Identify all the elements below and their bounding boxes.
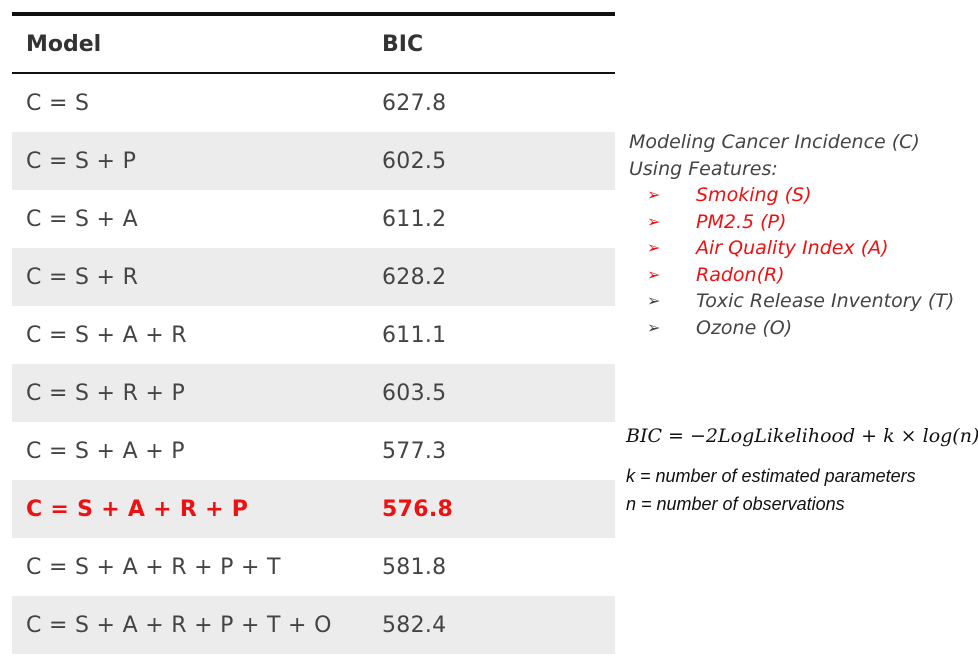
feature-item: ➢ Radon(R) [629, 262, 974, 289]
arrow-bullet-icon: ➢ [647, 185, 661, 204]
cell-bic: 602.5 [382, 148, 447, 174]
table-top-rule [12, 12, 615, 16]
table-row: C = S + R + P 603.5 [12, 364, 615, 422]
feature-label: Smoking (S) [696, 184, 812, 206]
k-definition: k = number of estimated parameters [626, 466, 916, 486]
arrow-bullet-icon: ➢ [647, 211, 661, 231]
cell-model: C = S + A + R [26, 322, 187, 348]
cell-model: C = S + A [26, 206, 138, 232]
table-row: C = S + P 602.5 [12, 132, 615, 190]
feature-label: PM2.5 (P) [696, 210, 787, 233]
cell-model: C = S + A + R + P [26, 496, 249, 522]
cell-bic: 628.2 [382, 264, 447, 290]
feature-item: ➢ Ozone (O) [629, 315, 974, 342]
formula-definitions: k = number of estimated parameters n = n… [626, 462, 916, 518]
table-row: C = S + A + R 611.1 [12, 306, 615, 364]
feature-item: ➢ Smoking (S) [629, 182, 974, 209]
table-header: Model BIC [12, 16, 615, 74]
n-definition: n = number of observations [626, 494, 845, 514]
feature-label: Air Quality Index (A) [696, 237, 889, 259]
feature-label: Toxic Release Inventory (T) [696, 290, 955, 312]
feature-item: ➢ Toxic Release Inventory (T) [629, 288, 974, 315]
table-row: C = S + A 611.2 [12, 190, 615, 248]
cell-bic: 577.3 [382, 438, 447, 464]
panel-title: Modeling Cancer Incidence (C) [629, 131, 920, 153]
cell-model: C = S + R [26, 264, 139, 290]
table-body: C = S 627.8 C = S + P 602.5 C = S + A 611.2 C … [12, 74, 615, 654]
table-row: C = S 627.8 [12, 74, 615, 132]
bic-formula: BIC = −2LogLikelihood + k × log(n) [626, 425, 978, 447]
cell-model: C = S [26, 90, 90, 116]
cell-bic: 581.8 [382, 554, 447, 580]
bic-table: Model BIC C = S 627.8 C = S + P 602.5 C = S … [12, 12, 615, 654]
table-row: C = S + A + R + P + T + O 582.4 [12, 596, 615, 654]
feature-item: ➢ Air Quality Index (A) [629, 235, 974, 262]
cell-bic: 611.1 [382, 322, 447, 348]
cell-model: C = S + P [26, 148, 137, 174]
features-panel: Modeling Cancer Incidence (C) Using Feat… [629, 129, 974, 341]
panel-subtitle: Using Features: [629, 157, 778, 180]
feature-label: Ozone (O) [696, 316, 793, 339]
arrow-bullet-icon: ➢ [647, 264, 661, 284]
arrow-bullet-icon: ➢ [647, 317, 661, 337]
cell-model: C = S + A + R + P + T + O [26, 612, 332, 638]
header-model: Model [26, 31, 102, 57]
cell-bic: 611.2 [382, 206, 447, 232]
cell-bic: 603.5 [382, 380, 447, 406]
feature-item: ➢ PM2.5 (P) [629, 209, 974, 236]
cell-model: C = S + A + R + P + T [26, 554, 281, 580]
table-row: C = S + A + P 577.3 [12, 422, 615, 480]
table-row: C = S + R 628.2 [12, 248, 615, 306]
arrow-bullet-icon: ➢ [647, 238, 661, 257]
cell-bic: 576.8 [382, 496, 454, 522]
feature-label: Radon(R) [696, 263, 785, 286]
cell-bic: 627.8 [382, 90, 447, 116]
table-row: C = S + A + R + P + T 581.8 [12, 538, 615, 596]
feature-list: ➢ Smoking (S) ➢ PM2.5 (P) ➢ Air Quality Index… [629, 182, 974, 341]
cell-model: C = S + A + P [26, 438, 185, 464]
cell-model: C = S + R + P [26, 380, 186, 406]
table-row: C = S + A + R + P 576.8 [12, 480, 615, 538]
arrow-bullet-icon: ➢ [647, 291, 661, 310]
header-bic: BIC [382, 31, 424, 57]
cell-bic: 582.4 [382, 612, 447, 638]
